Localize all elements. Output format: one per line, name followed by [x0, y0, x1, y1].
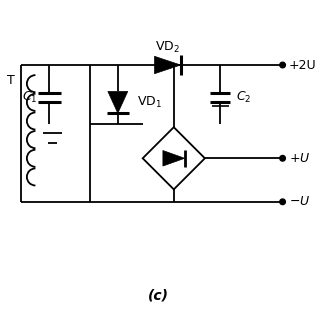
Text: VD$_1$: VD$_1$: [137, 95, 162, 110]
Text: (c): (c): [148, 288, 169, 302]
Text: $+U$: $+U$: [289, 152, 310, 165]
Text: $C_2$: $C_2$: [236, 90, 251, 105]
Text: $-U$: $-U$: [289, 195, 310, 208]
Polygon shape: [108, 91, 128, 113]
Polygon shape: [163, 150, 185, 166]
Text: T: T: [7, 74, 15, 87]
Circle shape: [280, 62, 285, 68]
Polygon shape: [155, 56, 180, 74]
Text: +2U: +2U: [289, 59, 317, 71]
Text: $C_1$: $C_1$: [22, 90, 38, 105]
Circle shape: [280, 156, 285, 161]
Circle shape: [280, 199, 285, 205]
Text: VD$_2$: VD$_2$: [155, 40, 180, 56]
